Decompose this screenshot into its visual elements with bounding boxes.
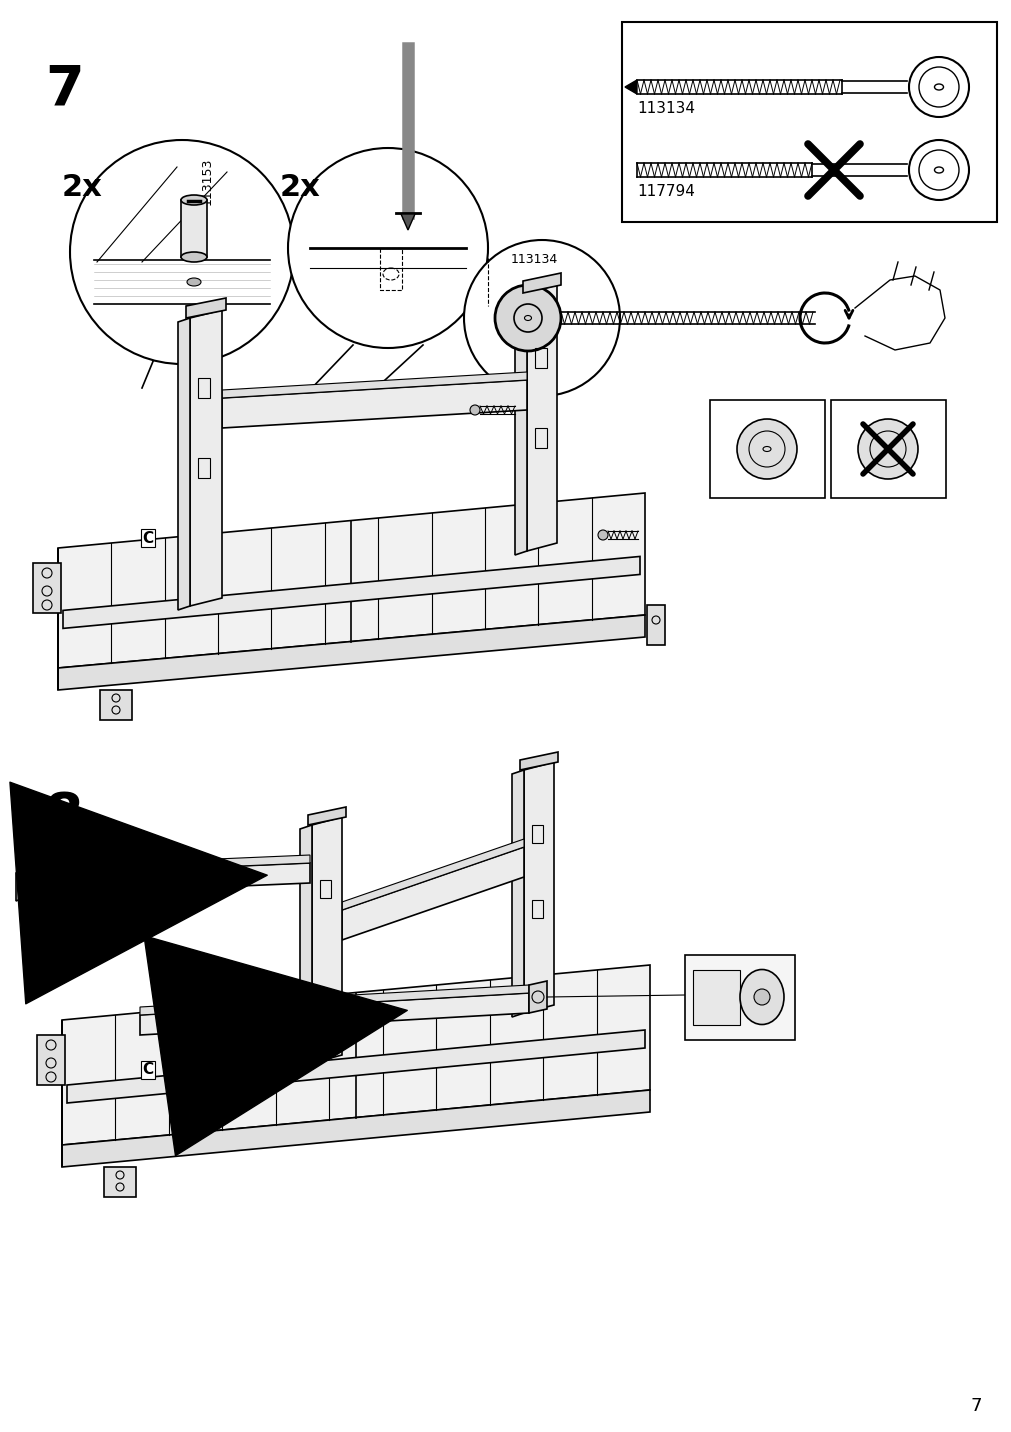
Polygon shape (523, 274, 560, 294)
Polygon shape (190, 309, 221, 606)
Text: 2x: 2x (280, 173, 320, 202)
Bar (181, 200, 207, 256)
Bar (535, 348, 547, 368)
Bar (319, 881, 331, 898)
Polygon shape (512, 770, 524, 1017)
Circle shape (908, 57, 969, 117)
Text: 113134: 113134 (510, 253, 557, 266)
Circle shape (857, 420, 917, 478)
Polygon shape (58, 493, 644, 667)
Bar (684, 955, 795, 1040)
Polygon shape (529, 981, 547, 1012)
Polygon shape (178, 318, 190, 610)
Circle shape (736, 420, 797, 478)
Polygon shape (186, 298, 225, 318)
Text: C: C (143, 1063, 154, 1077)
Bar (646, 604, 664, 644)
Text: 8: 8 (44, 790, 84, 843)
Polygon shape (299, 825, 311, 1067)
Polygon shape (16, 866, 30, 901)
Polygon shape (527, 285, 556, 551)
Polygon shape (307, 808, 346, 825)
Bar (37, 1035, 65, 1085)
Bar (532, 899, 543, 918)
Bar (532, 825, 543, 843)
Bar (198, 458, 210, 478)
Bar (535, 428, 547, 448)
Text: 7: 7 (970, 1398, 981, 1415)
Bar (710, 400, 824, 498)
Text: 113153: 113153 (200, 158, 213, 205)
Bar (104, 1167, 135, 1197)
Circle shape (753, 990, 769, 1005)
Polygon shape (342, 846, 524, 939)
Circle shape (288, 147, 487, 348)
Polygon shape (625, 80, 636, 95)
Circle shape (494, 285, 560, 351)
Bar (198, 378, 210, 398)
Polygon shape (62, 965, 649, 1146)
Circle shape (463, 241, 620, 397)
Ellipse shape (187, 278, 201, 286)
Circle shape (908, 140, 969, 200)
Polygon shape (140, 985, 529, 1015)
Bar (622, 21, 996, 222)
Text: 113134: 113134 (636, 102, 695, 116)
Polygon shape (342, 839, 524, 909)
Bar (33, 563, 61, 613)
Bar (379, 248, 401, 291)
Ellipse shape (181, 195, 207, 205)
Polygon shape (221, 379, 527, 428)
Text: 117794: 117794 (636, 183, 695, 199)
Text: 7: 7 (44, 62, 84, 116)
Text: C: C (143, 530, 154, 546)
Text: 2x: 2x (62, 173, 103, 202)
Polygon shape (67, 1030, 644, 1103)
Ellipse shape (739, 969, 784, 1024)
Circle shape (598, 530, 608, 540)
Polygon shape (515, 294, 527, 556)
Bar (830, 400, 945, 498)
Bar (100, 690, 131, 720)
Polygon shape (311, 818, 342, 1063)
Polygon shape (524, 762, 553, 1012)
Polygon shape (400, 213, 415, 231)
Circle shape (469, 405, 479, 415)
Polygon shape (221, 372, 527, 398)
Polygon shape (62, 1090, 649, 1167)
Polygon shape (140, 992, 529, 1035)
Polygon shape (30, 855, 309, 875)
Polygon shape (58, 614, 644, 690)
Polygon shape (30, 863, 309, 895)
Polygon shape (63, 557, 639, 629)
Circle shape (70, 140, 294, 364)
Polygon shape (520, 752, 557, 770)
Polygon shape (693, 969, 739, 1025)
Ellipse shape (181, 252, 207, 262)
